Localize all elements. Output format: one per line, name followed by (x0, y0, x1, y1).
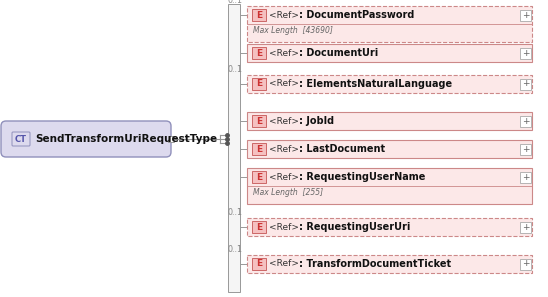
Bar (520, 222, 531, 233)
Bar (252, 115, 266, 127)
Text: : ElementsNaturalLanguage: : ElementsNaturalLanguage (299, 79, 452, 89)
Text: E: E (256, 260, 262, 268)
Bar (247, 140, 532, 158)
Text: <Ref>: <Ref> (269, 48, 299, 58)
Bar (247, 112, 532, 130)
FancyBboxPatch shape (12, 132, 30, 146)
Bar (247, 255, 532, 273)
Bar (247, 218, 532, 236)
Text: SendTransformUriRequestType: SendTransformUriRequestType (35, 134, 217, 144)
Text: : LastDocument: : LastDocument (299, 144, 385, 154)
Bar (247, 168, 532, 204)
Text: <Ref>: <Ref> (269, 80, 299, 89)
Text: E: E (256, 145, 262, 154)
Text: E: E (256, 116, 262, 126)
Bar (520, 10, 531, 20)
Bar (228, 4, 240, 292)
Bar (252, 9, 266, 21)
Bar (520, 78, 531, 89)
Text: : RequestingUserName: : RequestingUserName (299, 172, 425, 182)
Text: +: + (522, 260, 529, 268)
Bar (252, 258, 266, 270)
Text: : DocumentUri: : DocumentUri (299, 48, 378, 58)
Text: 0..1: 0..1 (228, 65, 243, 74)
Text: Max Length  [43690]: Max Length [43690] (253, 26, 333, 35)
Bar (247, 75, 532, 93)
Bar (520, 143, 531, 154)
Bar (520, 258, 531, 269)
Text: <Ref>: <Ref> (269, 173, 299, 181)
Text: +: + (522, 145, 529, 154)
Text: E: E (256, 48, 262, 58)
FancyBboxPatch shape (1, 121, 171, 157)
Text: E: E (256, 80, 262, 89)
Text: <Ref>: <Ref> (269, 145, 299, 154)
Bar (520, 116, 531, 127)
Text: <Ref>: <Ref> (269, 222, 299, 231)
Text: +: + (522, 48, 529, 58)
Bar (252, 143, 266, 155)
Text: 0..1: 0..1 (228, 0, 243, 5)
Bar (252, 78, 266, 90)
Text: <Ref>: <Ref> (269, 260, 299, 268)
Text: : DocumentPassword: : DocumentPassword (299, 10, 414, 20)
Text: +: + (522, 80, 529, 89)
Text: CT: CT (15, 135, 27, 143)
Text: E: E (256, 10, 262, 20)
Text: +: + (522, 10, 529, 20)
Bar (168, 136, 174, 142)
Text: : TransformDocumentTicket: : TransformDocumentTicket (299, 259, 451, 269)
Text: 0..1: 0..1 (228, 208, 243, 217)
Bar (252, 171, 266, 183)
Text: 0..1: 0..1 (228, 245, 243, 254)
Text: +: + (522, 222, 529, 231)
Bar (520, 171, 531, 182)
Text: : RequestingUserUri: : RequestingUserUri (299, 222, 410, 232)
Text: E: E (256, 173, 262, 181)
Text: : JobId: : JobId (299, 116, 334, 126)
Text: <Ref>: <Ref> (269, 116, 299, 126)
Bar (252, 47, 266, 59)
Text: Max Length  [255]: Max Length [255] (253, 188, 323, 197)
Text: E: E (256, 222, 262, 231)
Bar (247, 6, 532, 42)
Bar (520, 48, 531, 59)
Text: <Ref>: <Ref> (269, 10, 299, 20)
Bar (247, 44, 532, 62)
Bar (252, 221, 266, 233)
Text: +: + (522, 116, 529, 126)
Text: +: + (522, 173, 529, 181)
